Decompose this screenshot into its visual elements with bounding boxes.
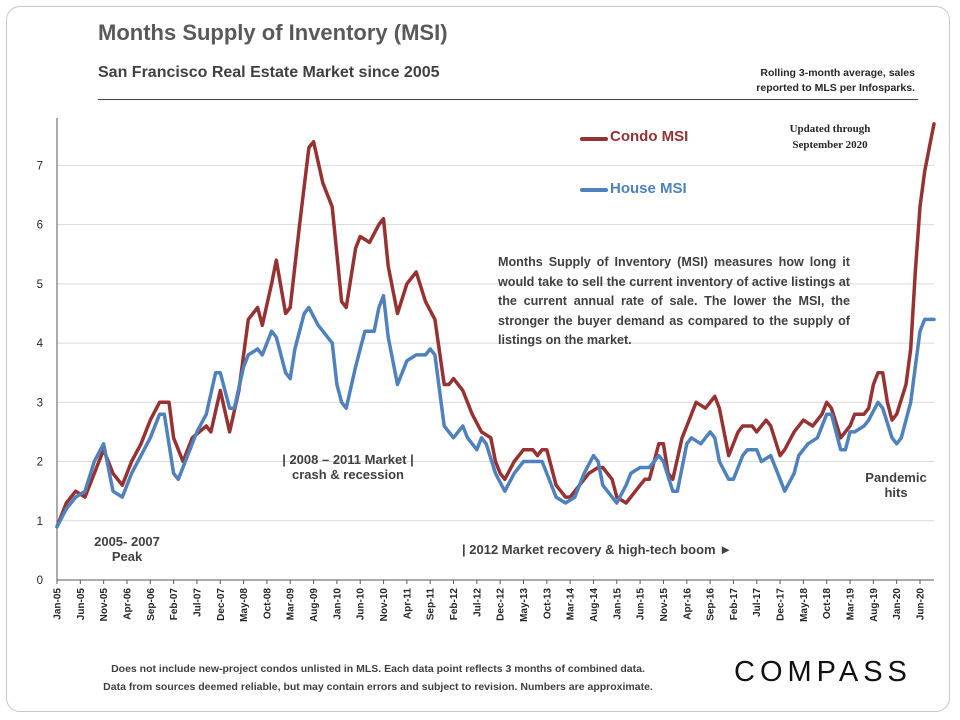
x-tick-label: Apr-06: [122, 588, 133, 620]
updated-note: Updated through September 2020: [760, 121, 900, 153]
x-tick-label: Nov-10: [379, 588, 390, 622]
x-tick-label: May-08: [239, 588, 250, 622]
x-tick-label: Dec-17: [776, 588, 787, 621]
title-rule: [98, 99, 918, 100]
y-tick-label: 0: [37, 575, 43, 587]
y-tick-label: 4: [37, 338, 44, 350]
chart-frame: [6, 6, 950, 712]
x-tick-label: Jul-17: [752, 588, 763, 617]
y-tick-label: 5: [37, 279, 43, 291]
chart-subtitle: San Francisco Real Estate Market since 2…: [98, 64, 440, 81]
x-tick-label: Jun-15: [636, 588, 647, 621]
source-note: Rolling 3-month average, sales reported …: [710, 66, 915, 96]
x-tick-label: Aug-19: [869, 588, 880, 622]
legend-label-condo: Condo MSI: [610, 128, 689, 145]
x-tick-label: Aug-14: [589, 588, 600, 622]
x-tick-label: May-18: [799, 588, 810, 622]
x-tick-label: Sep-06: [146, 588, 157, 621]
footer-line1: Does not include new-project condos unli…: [111, 663, 645, 675]
updated-line2: September 2020: [792, 139, 868, 151]
legend-swatch-house: [580, 188, 608, 192]
x-tick-label: Oct-18: [822, 588, 833, 620]
x-tick-label: Nov-05: [99, 588, 110, 622]
annotation-pandemic-line2: hits: [884, 485, 908, 500]
x-tick-label: Feb-07: [169, 588, 180, 621]
y-tick-label: 6: [37, 220, 43, 232]
footer-note: Does not include new-project condos unli…: [58, 660, 698, 696]
x-tick-label: Dec-07: [216, 588, 227, 621]
annotation-peak: 2005- 2007 Peak: [72, 534, 182, 564]
x-tick-label: Jan-10: [332, 588, 343, 620]
x-tick-label: Mar-19: [846, 588, 857, 621]
y-tick-label: 3: [37, 397, 43, 409]
compass-logo: COMPASS: [734, 656, 912, 688]
x-tick-label: Dec-12: [496, 588, 507, 621]
x-tick-label: Jul-07: [192, 588, 203, 617]
updated-line1: Updated through: [789, 123, 871, 135]
annotation-peak-line2: Peak: [111, 549, 143, 564]
x-tick-label: Jun-05: [76, 588, 87, 621]
source-note-line1: Rolling 3-month average, sales: [760, 67, 915, 79]
y-tick-label: 7: [37, 160, 43, 172]
x-axis-ticks: Jan-05 Jun-05 Nov-05 Apr-06 Sep-06 Feb-07 Jul-…: [53, 580, 927, 622]
y-tick-label: 2: [37, 457, 43, 469]
x-tick-label: Jan-20: [892, 588, 903, 620]
msi-definition: Months Supply of Inventory (MSI) measure…: [498, 255, 850, 347]
x-tick-label: Jun-10: [356, 588, 367, 621]
x-tick-label: Jul-12: [472, 588, 483, 617]
annotation-crash: | 2008 – 2011 Market | crash & recession: [248, 452, 448, 482]
legend-swatch-condo: [580, 137, 608, 141]
footer-line2: Data from sources deemed reliable, but m…: [103, 681, 653, 693]
chart-title: Months Supply of Inventory (MSI): [98, 20, 448, 45]
x-tick-label: Sep-16: [706, 588, 717, 621]
annotation-peak-line1: 2005- 2007: [94, 534, 160, 549]
legend-label-house: House MSI: [610, 180, 687, 197]
x-tick-label: Feb-12: [449, 588, 460, 621]
x-tick-label: Oct-13: [542, 588, 553, 620]
annotation-crash-line2: crash & recession: [291, 467, 404, 482]
axes: [56, 118, 934, 581]
x-tick-label: May-13: [519, 588, 530, 622]
house-msi-line: [55, 293, 936, 529]
x-tick-label: Apr-16: [682, 588, 693, 620]
source-note-line2: reported to MLS per Infosparks.: [756, 82, 915, 94]
x-tick-label: Jan-05: [53, 588, 64, 620]
series-lines: [55, 122, 936, 529]
x-tick-label: Apr-11: [402, 588, 413, 620]
gridlines: [57, 164, 934, 522]
x-tick-label: Mar-09: [286, 588, 297, 621]
annotation-pandemic-line1: Pandemic: [865, 470, 927, 485]
annotation-pandemic: Pandemic hits: [856, 470, 936, 500]
x-tick-label: Nov-15: [659, 588, 670, 622]
x-tick-label: Jun-20: [916, 588, 927, 621]
x-tick-label: Aug-09: [309, 588, 320, 622]
y-axis-ticks: 0 1 2 3 4 5 6 7: [37, 160, 44, 587]
annotation-crash-line1: | 2008 – 2011 Market |: [282, 452, 414, 467]
y-tick-label: 1: [37, 516, 43, 528]
x-tick-label: Jan-15: [612, 588, 623, 620]
x-tick-label: Mar-14: [566, 588, 577, 621]
x-tick-label: Oct-08: [262, 588, 273, 620]
annotation-recovery: | 2012 Market recovery & high-tech boom …: [462, 542, 733, 557]
x-tick-label: Sep-11: [426, 588, 437, 621]
x-tick-label: Feb-17: [729, 588, 740, 621]
